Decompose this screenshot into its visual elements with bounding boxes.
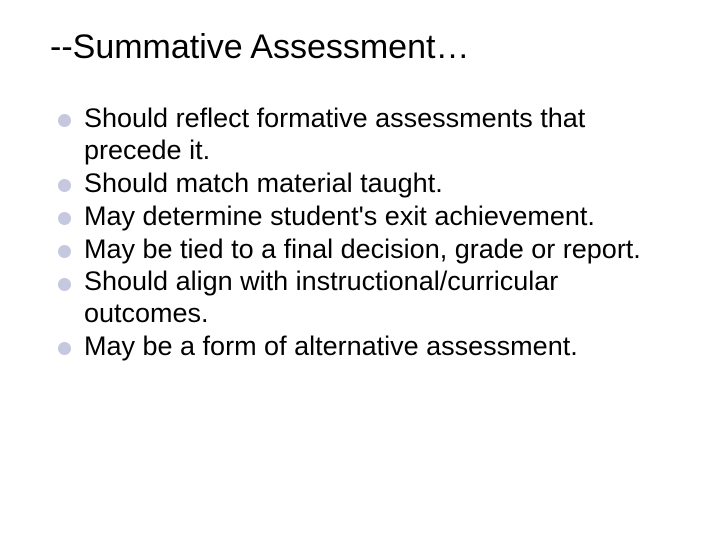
bullet-text: May be tied to a final decision, grade o… bbox=[84, 234, 641, 264]
bullet-list: Should reflect formative assessments tha… bbox=[50, 103, 680, 363]
bullet-text: Should reflect formative assessments tha… bbox=[84, 103, 585, 165]
list-item: May be tied to a final decision, grade o… bbox=[58, 234, 680, 266]
list-item: May be a form of alternative assessment. bbox=[58, 331, 680, 363]
bullet-text: Should align with instructional/curricul… bbox=[84, 266, 558, 328]
list-item: Should match material taught. bbox=[58, 168, 680, 200]
slide-title: --Summative Assessment… bbox=[50, 28, 680, 67]
list-item: May determine student's exit achievement… bbox=[58, 201, 680, 233]
slide: --Summative Assessment… Should reflect f… bbox=[0, 0, 720, 540]
bullet-text: May be a form of alternative assessment. bbox=[84, 331, 578, 361]
bullet-text: Should match material taught. bbox=[84, 168, 443, 198]
list-item: Should align with instructional/curricul… bbox=[58, 266, 680, 330]
bullet-text: May determine student's exit achievement… bbox=[84, 201, 595, 231]
list-item: Should reflect formative assessments tha… bbox=[58, 103, 680, 167]
